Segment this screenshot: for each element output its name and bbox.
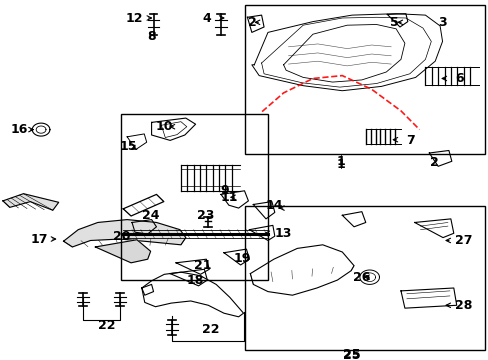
Text: 13: 13	[274, 227, 292, 240]
Text: 27: 27	[454, 234, 471, 247]
Text: 4: 4	[202, 12, 210, 24]
Text: 25: 25	[343, 349, 360, 360]
Text: 16: 16	[11, 123, 28, 136]
Text: 20: 20	[112, 230, 130, 243]
Text: 6: 6	[454, 72, 463, 85]
Bar	[245, 5, 484, 154]
Text: 22: 22	[201, 323, 219, 336]
Text: 8: 8	[147, 30, 156, 42]
Bar	[245, 206, 484, 350]
Text: 5: 5	[389, 16, 398, 29]
Text: 25: 25	[343, 348, 360, 360]
Text: 7: 7	[406, 134, 414, 147]
Text: 23: 23	[196, 209, 214, 222]
Text: 28: 28	[454, 299, 471, 312]
Polygon shape	[63, 220, 185, 247]
Text: 24: 24	[142, 209, 159, 222]
Text: 10: 10	[155, 120, 173, 132]
Text: 9: 9	[220, 184, 229, 197]
Text: 15: 15	[119, 140, 137, 153]
Text: 21: 21	[193, 259, 211, 272]
Bar	[121, 114, 267, 280]
Text: 19: 19	[233, 252, 251, 265]
Text: 14: 14	[264, 199, 282, 212]
Text: 12: 12	[125, 12, 142, 24]
Polygon shape	[95, 240, 150, 263]
Text: 2: 2	[247, 16, 256, 29]
Text: 1: 1	[336, 155, 345, 168]
Text: 22: 22	[98, 319, 115, 332]
Text: 26: 26	[352, 271, 370, 284]
Text: 18: 18	[186, 274, 204, 287]
Text: 1: 1	[336, 158, 345, 171]
Polygon shape	[3, 194, 59, 210]
Text: 17: 17	[30, 233, 48, 246]
Text: 11: 11	[220, 191, 237, 204]
Text: 3: 3	[437, 16, 446, 29]
Text: 2: 2	[429, 156, 438, 168]
